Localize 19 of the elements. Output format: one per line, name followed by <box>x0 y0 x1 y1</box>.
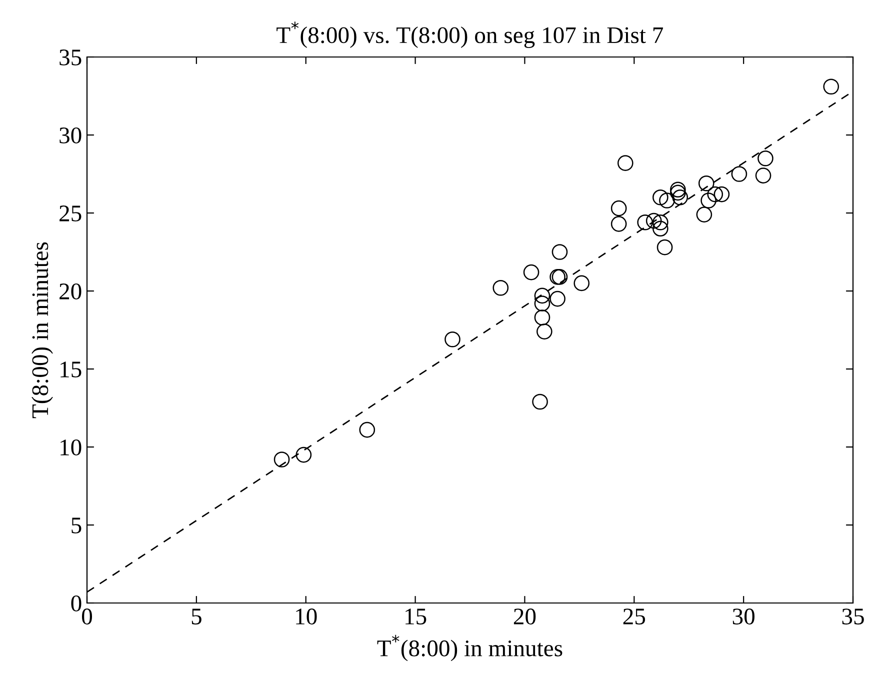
x-tick-label: 20 <box>514 608 536 624</box>
x-tick-label: 25 <box>623 608 646 624</box>
x-tick-label: 10 <box>296 608 317 624</box>
chart-title: T$^{*}$(8:00) vs. T(8:00) on seg 107 in Dist 7 <box>276 22 664 48</box>
y-tick-label: 0 <box>71 595 82 612</box>
y-tick-label: 5 <box>72 518 82 534</box>
x-tick-label: 15 <box>406 608 426 624</box>
x-tick-label: 5 <box>192 608 202 624</box>
x-axis-title: T$^{*}$(8:00) in minutes <box>377 634 562 662</box>
y-axis-title: T(8:00) in minutes <box>32 242 53 418</box>
y-tick-label: 25 <box>60 206 82 222</box>
y-tick-label: 30 <box>60 127 82 144</box>
x-tick-label: 35 <box>842 608 864 624</box>
y-tick-label: 20 <box>60 283 82 300</box>
x-tick-label: 30 <box>732 608 754 624</box>
y-tick-label: 15 <box>60 362 82 378</box>
x-tick-label: 0 <box>82 608 92 624</box>
y-tick-label: 35 <box>60 50 82 66</box>
y-tick-label: 10 <box>60 439 82 456</box>
